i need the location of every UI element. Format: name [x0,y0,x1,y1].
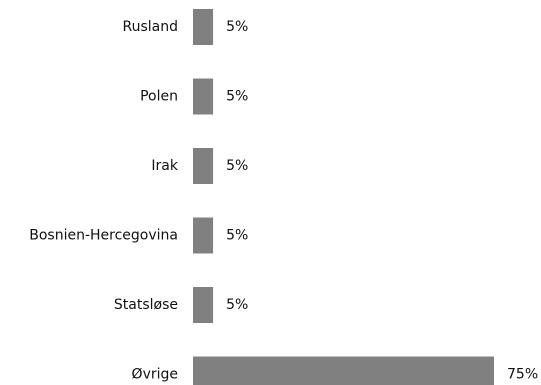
bar-0 [193,9,214,45]
bar-2 [193,148,214,184]
bars-layer [193,9,494,385]
value-label-5: 75% [507,367,538,383]
category-label-2: Irak [151,158,178,174]
category-label-4: Statsløse [114,297,178,313]
category-label-1: Polen [140,89,178,105]
category-label-5: Øvrige [132,367,178,383]
value-label-0: 5% [226,19,248,35]
category-label-0: Rusland [123,19,179,35]
labels-layer: Rusland 5% Polen 5% Irak 5% Bosnien-Hercegovin… [29,19,538,383]
value-label-2: 5% [226,158,248,174]
value-label-1: 5% [226,89,248,105]
bar-1 [193,78,214,115]
bar-4 [193,287,214,323]
bar-3 [193,217,214,254]
value-label-4: 5% [226,297,248,313]
category-label-3: Bosnien-Hercegovina [29,228,178,244]
value-label-3: 5% [226,228,248,244]
bar-5 [193,356,494,385]
